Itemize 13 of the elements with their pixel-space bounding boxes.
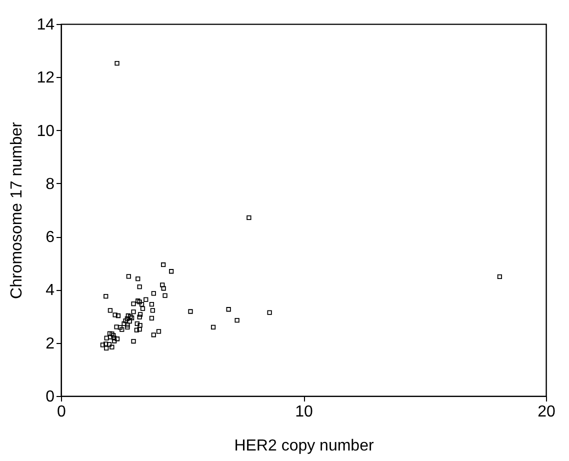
y-tick-label: 6 [46,229,55,246]
x-tick-label: 0 [57,404,66,420]
y-tick-label: 4 [46,282,55,300]
y-tick-label: 0 [46,388,55,406]
y-tick-label: 10 [36,122,55,140]
x-tick-label: 10 [295,404,313,420]
x-tick-label: 20 [538,404,556,420]
y-tick-label: 8 [46,176,55,193]
y-tick-label: 14 [36,16,55,34]
y-tick-label: 2 [46,335,55,352]
x-axis-title: HER2 copy number [234,438,374,454]
y-tick-label: 12 [36,70,55,87]
y-axis-title: Chromosome 17 number [8,121,26,299]
